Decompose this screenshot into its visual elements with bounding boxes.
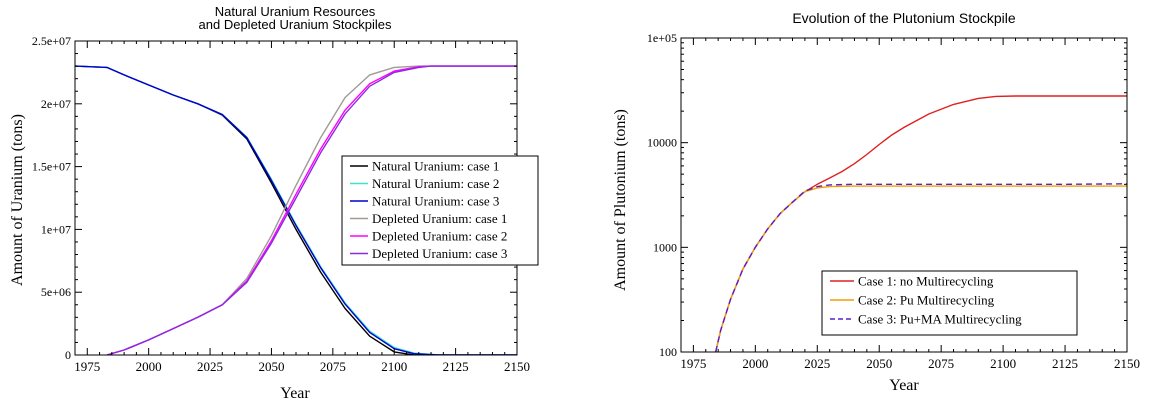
x-tick-label: 2050 xyxy=(866,356,892,371)
x-tick-label: 2150 xyxy=(504,359,530,374)
y-tick-label: 1.5e+07 xyxy=(32,160,71,174)
y-tick-label: 1000 xyxy=(653,240,677,254)
x-tick-label: 2100 xyxy=(381,359,407,374)
x-tick-label: 2100 xyxy=(990,356,1016,371)
y-tick-label: 1e+05 xyxy=(647,31,677,45)
x-tick-label: 2000 xyxy=(136,359,162,374)
y-axis-label: Amount of Plutonium (tons) xyxy=(612,109,629,291)
legend-box xyxy=(821,270,1078,336)
legend: Natural Uranium: case 1 Natural Uranium: … xyxy=(341,155,539,266)
plot-frame xyxy=(680,37,1128,353)
x-tick-label: 2025 xyxy=(197,359,223,374)
legend-label: Depleted Uranium: case 1 xyxy=(372,211,507,226)
x-tick-label: 2075 xyxy=(928,356,954,371)
y-tick-label: 0 xyxy=(65,348,71,362)
chart-title: Evolution of the Plutonium Stockpile xyxy=(792,10,1016,26)
series-line-6 xyxy=(106,65,517,355)
legend-label: Natural Uranium: case 3 xyxy=(372,194,499,209)
legend-label: Case 3: Pu+MA Multirecycling xyxy=(858,312,1022,327)
legend-label: Case 2: Pu Multirecycling xyxy=(858,293,995,308)
x-tick-label: 2150 xyxy=(1114,356,1140,371)
legend: Case 1: no Multirecycling Case 2: Pu Mult… xyxy=(821,270,1078,336)
y-tick-label: 10000 xyxy=(647,136,677,150)
x-tick-label: 2050 xyxy=(258,359,284,374)
y-tick-label: 2e+07 xyxy=(41,97,71,111)
y-tick-label: 5e+06 xyxy=(41,285,71,299)
series-line-3 xyxy=(75,65,517,355)
x-tick-label: 2125 xyxy=(1052,356,1078,371)
x-tick-label: 1975 xyxy=(680,356,706,371)
chart-subtitle: and Depleted Uranium Stockpiles xyxy=(199,17,392,32)
legend-box xyxy=(341,155,539,266)
series-line-3 xyxy=(715,183,1127,352)
x-tick-label: 2000 xyxy=(742,356,768,371)
y-axis-label: Amount of Uranium (tons) xyxy=(9,114,26,286)
x-tick-label: 2075 xyxy=(320,359,346,374)
legend-label: Depleted Uranium: case 3 xyxy=(372,246,507,261)
legend-label: Depleted Uranium: case 2 xyxy=(372,229,507,244)
legend-label: Natural Uranium: case 2 xyxy=(372,176,499,191)
x-tick-label: 1975 xyxy=(74,359,100,374)
series-line-2 xyxy=(715,185,1127,352)
chart-title: Natural Uranium Resources xyxy=(215,4,376,19)
x-tick-label: 2025 xyxy=(804,356,830,371)
x-axis-label: Year xyxy=(280,385,310,402)
legend-label: Case 1: no Multirecycling xyxy=(858,274,994,289)
uranium-chart: Natural Uranium Resources and Depleted U… xyxy=(9,4,539,402)
y-tick-label: 1e+07 xyxy=(41,222,71,236)
x-tick-label: 2125 xyxy=(443,359,469,374)
y-tick-label: 100 xyxy=(659,345,677,359)
y-tick-label: 2.5e+07 xyxy=(32,34,71,48)
legend-label: Natural Uranium: case 1 xyxy=(372,159,499,174)
plutonium-chart: Evolution of the Plutonium Stockpile Amo… xyxy=(612,10,1140,394)
x-axis-label: Year xyxy=(889,377,919,394)
